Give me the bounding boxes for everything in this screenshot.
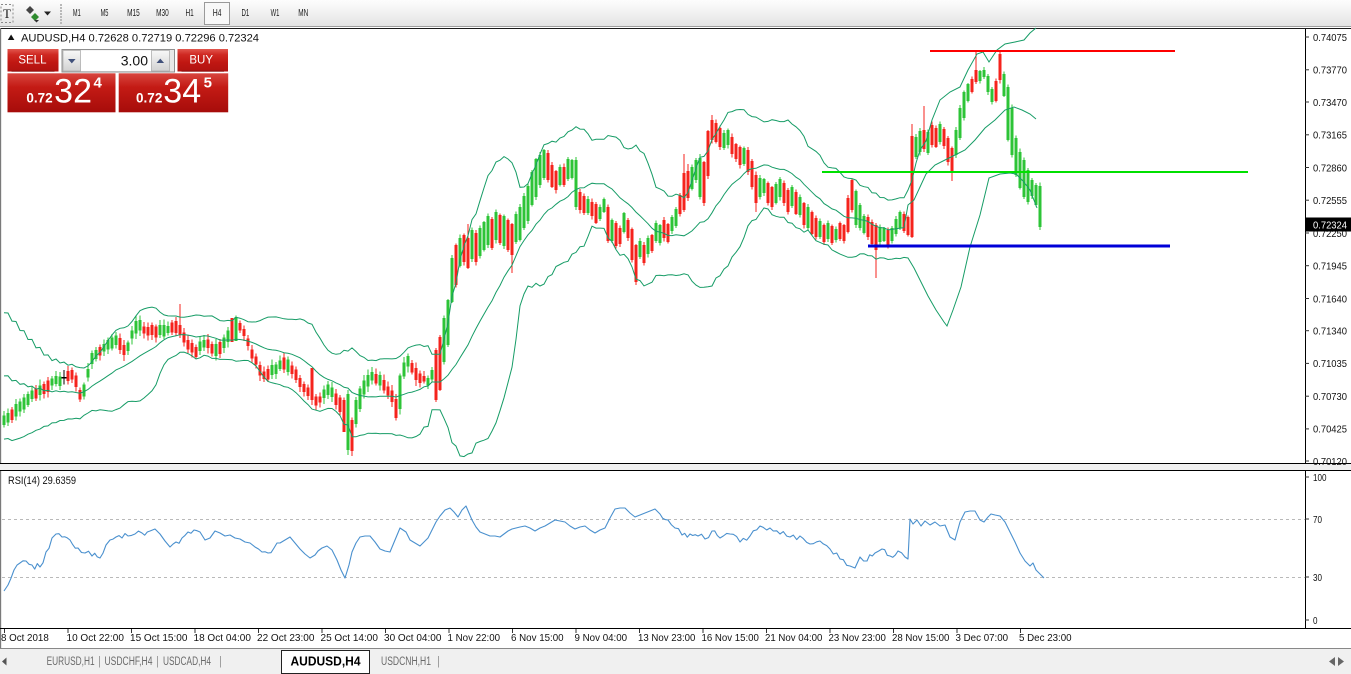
svg-text:0.74075: 0.74075 <box>1313 32 1347 44</box>
svg-text:22 Oct 23:00: 22 Oct 23:00 <box>257 632 315 644</box>
svg-text:|: | <box>437 656 440 668</box>
svg-text:0.70425: 0.70425 <box>1313 424 1347 436</box>
svg-text:4: 4 <box>94 75 103 92</box>
svg-text:0: 0 <box>1313 615 1318 627</box>
svg-text:0.72860: 0.72860 <box>1313 162 1347 174</box>
svg-text:AUDUSD,H4 0.72628 0.72719 0.7: AUDUSD,H4 0.72628 0.72719 0.72296 0.7232… <box>21 33 259 45</box>
svg-text:15 Oct 15:00: 15 Oct 15:00 <box>130 632 188 644</box>
svg-text:0.73165: 0.73165 <box>1313 130 1347 142</box>
svg-text:EURUSD,H1: EURUSD,H1 <box>47 656 95 668</box>
svg-text:100: 100 <box>1313 472 1327 484</box>
svg-text:3 Dec 07:00: 3 Dec 07:00 <box>956 632 1009 644</box>
svg-text:0.72: 0.72 <box>26 91 52 106</box>
svg-text:30 Oct 04:00: 30 Oct 04:00 <box>384 632 442 644</box>
svg-text:5 Dec 23:00: 5 Dec 23:00 <box>1019 632 1072 644</box>
svg-text:8 Oct 2018: 8 Oct 2018 <box>1 632 49 644</box>
svg-text:SELL: SELL <box>18 55 47 67</box>
svg-text:0.73470: 0.73470 <box>1313 97 1347 109</box>
svg-text:USDCHF,H4: USDCHF,H4 <box>105 656 153 668</box>
svg-text:30: 30 <box>1313 572 1322 584</box>
svg-text:MN: MN <box>298 7 308 19</box>
svg-text:0.70120: 0.70120 <box>1313 456 1347 468</box>
svg-text:T: T <box>3 6 11 21</box>
svg-text:M1: M1 <box>73 7 81 19</box>
svg-text:25 Oct 14:00: 25 Oct 14:00 <box>321 632 379 644</box>
svg-text:M5: M5 <box>101 7 109 19</box>
svg-text:H1: H1 <box>186 7 194 19</box>
svg-text:0.72: 0.72 <box>136 91 162 106</box>
svg-text:0.71035: 0.71035 <box>1313 358 1347 370</box>
svg-text:16 Nov 15:00: 16 Nov 15:00 <box>702 632 760 644</box>
svg-text:3.00: 3.00 <box>121 53 148 69</box>
svg-text:0.71945: 0.71945 <box>1313 261 1347 273</box>
svg-text:21 Nov 04:00: 21 Nov 04:00 <box>765 632 823 644</box>
svg-text:M15: M15 <box>127 7 140 19</box>
svg-text:0.73770: 0.73770 <box>1313 65 1347 77</box>
svg-text:USDCNH,H1: USDCNH,H1 <box>381 656 431 668</box>
svg-text:34: 34 <box>163 73 201 111</box>
svg-text:6 Nov 15:00: 6 Nov 15:00 <box>511 632 564 644</box>
svg-text:5: 5 <box>204 75 212 92</box>
svg-text:1 Nov 22:00: 1 Nov 22:00 <box>448 632 501 644</box>
svg-text:W1: W1 <box>271 7 280 19</box>
svg-text:18 Oct 04:00: 18 Oct 04:00 <box>194 632 252 644</box>
svg-text:13 Nov 23:00: 13 Nov 23:00 <box>638 632 696 644</box>
svg-text:USDCAD,H4: USDCAD,H4 <box>163 656 211 668</box>
svg-text:H4: H4 <box>213 7 222 19</box>
svg-text:M30: M30 <box>156 7 169 19</box>
svg-text:23 Nov 23:00: 23 Nov 23:00 <box>829 632 887 644</box>
svg-text:0.71640: 0.71640 <box>1313 293 1347 305</box>
svg-text:D1: D1 <box>242 7 250 19</box>
svg-text:0.70730: 0.70730 <box>1313 391 1347 403</box>
svg-text:0.72555: 0.72555 <box>1313 195 1347 207</box>
svg-text:AUDUSD,H4: AUDUSD,H4 <box>291 655 361 669</box>
svg-text:0.72324: 0.72324 <box>1313 220 1347 232</box>
svg-text:BUY: BUY <box>189 55 213 67</box>
svg-text:28 Nov 15:00: 28 Nov 15:00 <box>892 632 950 644</box>
svg-text:10 Oct 22:00: 10 Oct 22:00 <box>67 632 125 644</box>
svg-text:RSI(14) 29.6359: RSI(14) 29.6359 <box>8 475 76 487</box>
svg-text:32: 32 <box>54 73 92 111</box>
svg-text:|: | <box>156 656 159 668</box>
svg-text:0.71340: 0.71340 <box>1313 326 1347 338</box>
svg-text:|: | <box>98 656 101 668</box>
svg-text:|: | <box>219 656 222 668</box>
svg-text:70: 70 <box>1313 514 1322 526</box>
svg-text:9 Nov 04:00: 9 Nov 04:00 <box>575 632 628 644</box>
